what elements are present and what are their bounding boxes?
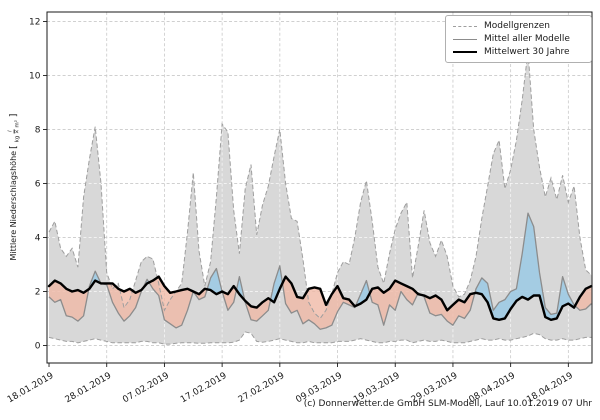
unit-open-bracket: [	[9, 145, 19, 149]
y-axis-label-text: Mittlere Niederschlagshöhe	[9, 150, 19, 261]
model-max-line	[48, 51, 592, 320]
below-normal-region	[244, 298, 271, 322]
x-tick-label: 28.01.2019	[64, 371, 114, 406]
above-normal-region	[474, 213, 576, 320]
model-min-line	[48, 331, 592, 345]
legend-line-sample-dashed-gray	[453, 25, 477, 27]
legend: Modellgrenzen Mittel aller Modelle Mittelw…	[445, 15, 592, 63]
y-axis-label: Mittlere Niederschlagshöhe [ l kg × m² ]	[7, 113, 22, 261]
y-tick-label: 6	[35, 180, 41, 190]
legend-item-solid-gray: Mittel aller Modelle	[453, 34, 584, 44]
legend-line-sample-solid-gray	[453, 38, 477, 40]
y-tick-label: 10	[29, 72, 41, 82]
y-tick-label: 4	[35, 234, 41, 244]
x-tick-label: 18.01.2019	[6, 371, 56, 406]
legend-line-sample-thick-black	[453, 51, 477, 53]
below-normal-region	[282, 276, 356, 330]
legend-label: Mittelwert 30 Jahre	[484, 47, 570, 57]
mean-30y-line	[47, 275, 593, 321]
model-mean-line	[48, 212, 592, 330]
below-normal-region	[575, 286, 592, 311]
plot-border	[46, 11, 593, 364]
y-tick-label: 0	[35, 342, 41, 352]
copyright-footer: (c) Donnerwetter.de GmbH SLM-Modell, Lau…	[303, 399, 592, 409]
legend-item-dashed-gray: Modellgrenzen	[453, 21, 584, 31]
unit-close-bracket: ]	[9, 113, 19, 118]
below-normal-region	[222, 286, 237, 311]
unit-denominator: kg × m²	[15, 120, 21, 143]
y-tick-label: 8	[35, 126, 41, 136]
y-tick-label: 12	[29, 18, 40, 28]
unit-fraction: l kg × m²	[7, 119, 22, 143]
legend-label: Modellgrenzen	[484, 21, 550, 31]
y-tick-label: 2	[35, 288, 41, 298]
above-normal-region	[270, 265, 283, 303]
legend-label: Mittel aller Modelle	[484, 34, 570, 44]
x-tick-label: 27.02.2019	[237, 371, 287, 406]
model-range-band	[49, 51, 592, 345]
x-tick-label: 07.02.2019	[121, 371, 171, 406]
x-tick-label: 17.02.2019	[179, 371, 229, 406]
above-normal-region	[207, 268, 223, 295]
legend-item-thick-black: Mittelwert 30 Jahre	[453, 47, 584, 57]
